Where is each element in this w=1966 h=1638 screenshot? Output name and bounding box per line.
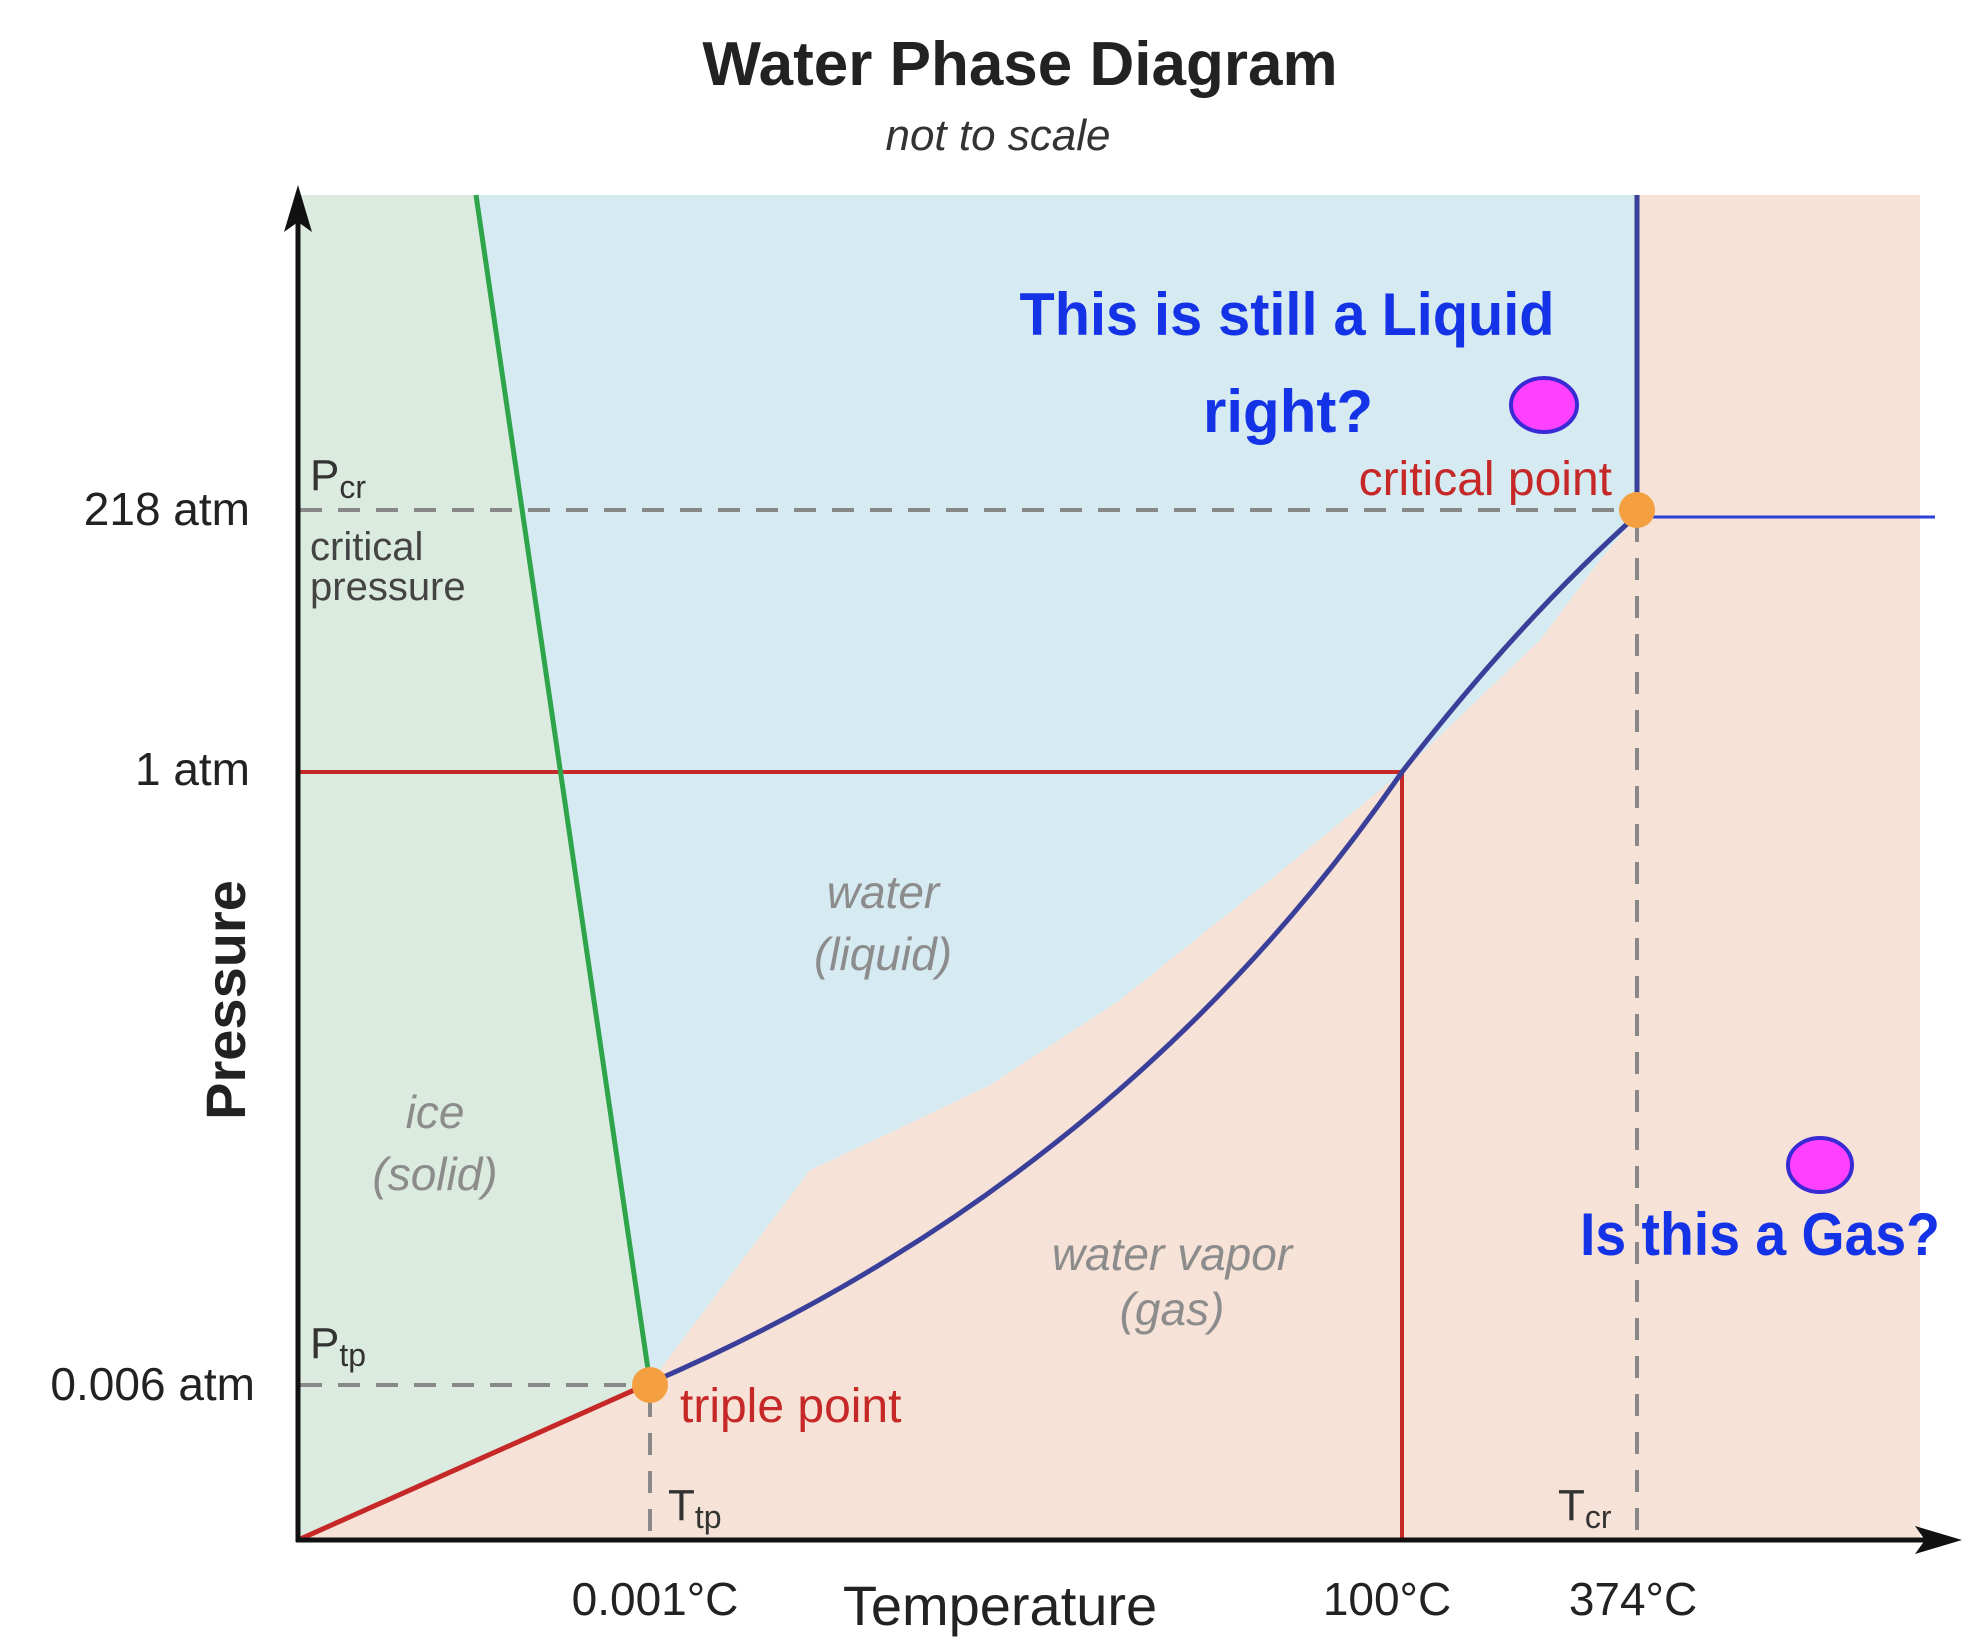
critical-point-label: critical point [1359,453,1612,506]
y-axis-arrow [284,185,312,232]
sublimation-curve [296,1380,652,1543]
pressure-tick-label: 1 atm [135,743,250,795]
critical-pressure-label-line1: critical [310,525,423,569]
t-tp-label: Ttp [668,1481,722,1535]
temperature-tick-label: 374°C [1569,1573,1697,1625]
t-cr-subscript: cr [1585,1499,1612,1535]
t-tp-main: T [668,1481,695,1530]
temperature-tick-label: 0.001°C [572,1573,739,1625]
water-region-label: water [827,866,941,918]
boiling-curve [649,513,1639,1386]
temperature-tick-label: 100°C [1323,1573,1451,1625]
p-tp-main: P [310,1319,339,1368]
p-cr-label: Pcr [310,451,366,505]
t-cr-main: T [1558,1481,1585,1530]
pressure-tick-label: 218 atm [84,483,250,535]
ice-region-label: ice [406,1086,465,1138]
gas-region [298,195,1920,1540]
p-cr-main: P [310,451,339,500]
y-axis-label: Pressure [194,880,257,1120]
gas-question-label: Is this a Gas? [1580,1201,1940,1268]
ice-region-label-2: (solid) [372,1148,497,1200]
diagram-title: Water Phase Diagram [702,30,1337,99]
t-tp-subscript: tp [695,1499,722,1535]
triple-point-label: triple point [680,1380,901,1433]
pressure-tick-label: 0.006 atm [50,1358,255,1410]
melting-curve [473,194,653,1384]
p-cr-subscript: cr [339,469,366,505]
liquid-question-marker [1509,376,1579,434]
gas-question-marker [1786,1136,1854,1194]
vapor-region-label: water vapor [1052,1228,1294,1280]
liquid-question-line1: This is still a Liquid [1020,281,1555,348]
p-tp-label: Ptp [310,1319,366,1373]
x-axis-arrow [1915,1526,1962,1554]
diagram-subtitle: not to scale [885,111,1110,160]
p-tp-subscript: tp [339,1337,366,1373]
liquid-question-line2: right? [1203,378,1373,445]
critical-pressure-label-line2: pressure [310,565,466,609]
triple-point-marker [632,1367,668,1403]
water-region-label-2: (liquid) [814,928,952,980]
solid-region [298,195,650,1540]
critical-point-marker [1619,492,1655,528]
t-cr-label: Tcr [1558,1481,1612,1535]
liquid-region [476,195,1637,1383]
vapor-region-label-2: (gas) [1120,1283,1225,1335]
x-axis-label: Temperature [843,1574,1157,1637]
